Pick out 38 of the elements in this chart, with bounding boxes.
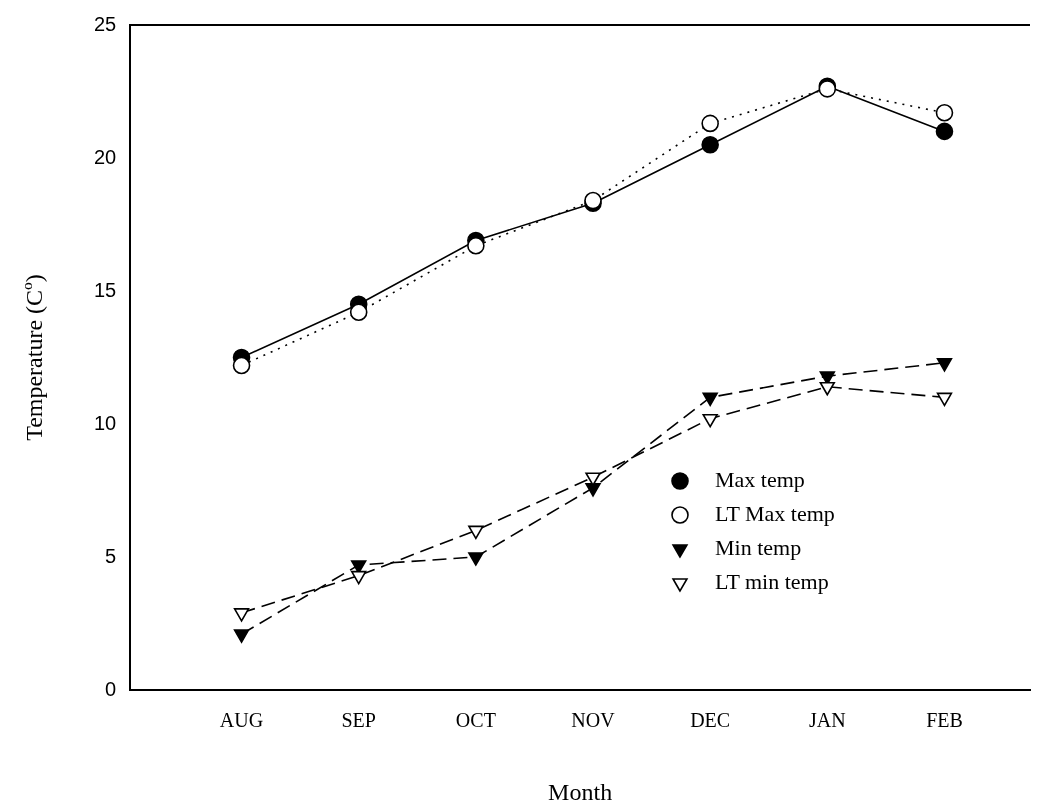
point — [467, 236, 485, 255]
y-tick-label: 10 — [94, 411, 117, 434]
legend-label: Max temp — [715, 466, 805, 492]
point — [936, 392, 953, 407]
point — [935, 103, 954, 122]
point — [702, 392, 718, 407]
point — [935, 122, 954, 141]
point — [468, 525, 484, 540]
y-tick-label: 0 — [105, 677, 117, 700]
x-tick-label: SEP — [341, 709, 376, 732]
legend-label: LT min temp — [715, 568, 829, 594]
point — [468, 552, 484, 566]
point — [350, 570, 367, 585]
point — [233, 629, 250, 643]
point — [819, 381, 836, 396]
point — [701, 135, 719, 154]
x-tick-label: JAN — [808, 709, 846, 732]
x-tick-label: DEC — [690, 709, 731, 732]
point — [702, 413, 718, 428]
y-tick-label: 15 — [94, 278, 117, 301]
y-axis-title: Temperature (Co) — [18, 274, 47, 441]
point — [349, 303, 368, 322]
x-tick-label: AUG — [219, 709, 264, 732]
point — [701, 114, 719, 133]
y-tick-label: 5 — [105, 544, 117, 567]
x-tick-label: NOV — [571, 709, 616, 732]
point — [585, 472, 601, 486]
point — [232, 356, 251, 375]
x-axis-title: Month — [548, 779, 613, 805]
legend-label: Min temp — [715, 534, 802, 560]
y-tick-label: 25 — [94, 12, 117, 35]
x-tick-label: FEB — [926, 709, 963, 732]
y-tick-label: 20 — [94, 145, 117, 168]
x-tick-label: OCT — [455, 709, 496, 732]
legend-label: LT Max temp — [715, 500, 835, 526]
point — [936, 358, 953, 372]
point — [585, 483, 601, 497]
point — [233, 608, 250, 622]
